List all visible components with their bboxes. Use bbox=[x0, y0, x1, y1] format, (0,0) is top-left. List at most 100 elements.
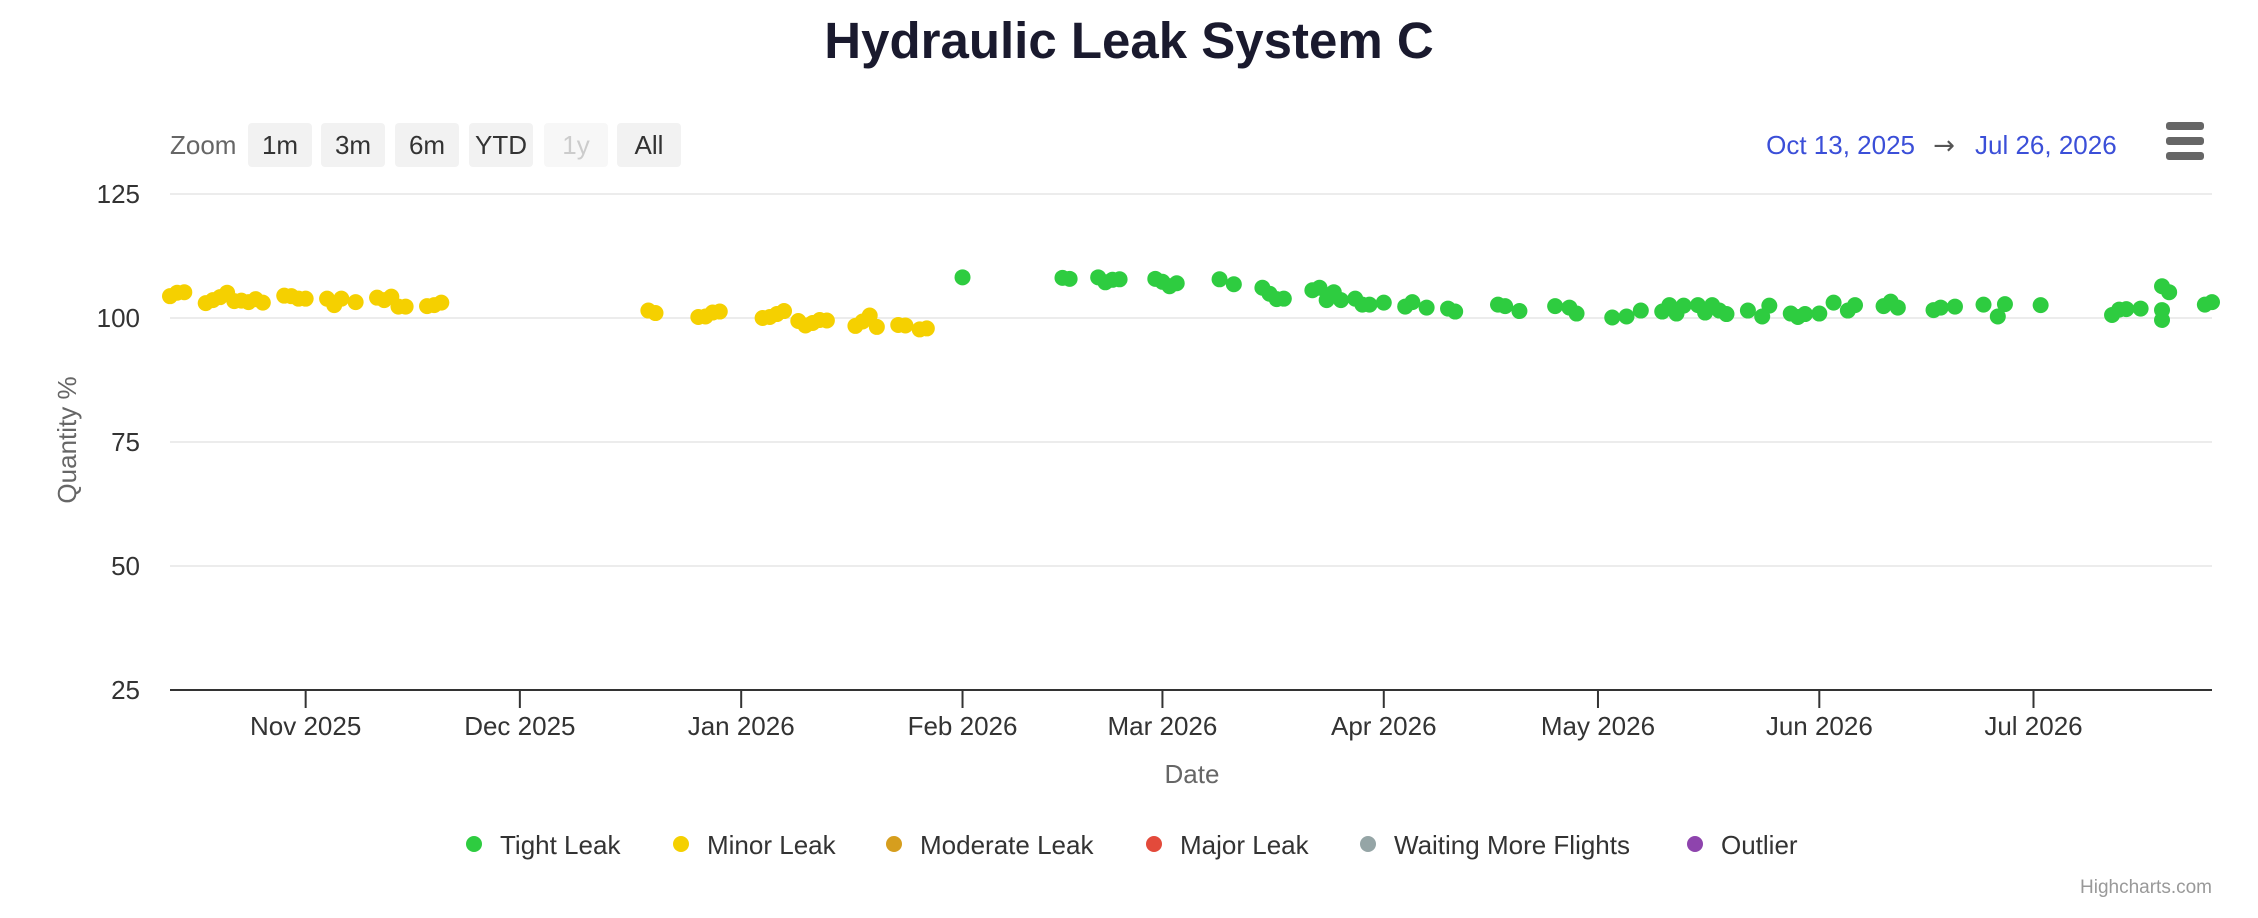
zoom-label: Zoom bbox=[170, 130, 236, 160]
legend-item-tight-leak[interactable]: Tight Leak bbox=[466, 830, 621, 860]
plot-area[interactable] bbox=[162, 269, 2220, 338]
data-point[interactable] bbox=[2154, 311, 2171, 328]
zoom-button-label: YTD bbox=[475, 130, 527, 160]
x-tick-label: Dec 2025 bbox=[464, 711, 575, 741]
data-point[interactable] bbox=[1311, 279, 1328, 296]
data-point[interactable] bbox=[2132, 300, 2149, 317]
data-point[interactable] bbox=[333, 290, 350, 307]
data-point[interactable] bbox=[1811, 305, 1828, 322]
data-point[interactable] bbox=[297, 290, 314, 307]
data-point[interactable] bbox=[2204, 294, 2220, 311]
y-axis: 25 50 75 100 125 bbox=[97, 179, 140, 705]
data-point[interactable] bbox=[1568, 305, 1585, 322]
data-point[interactable] bbox=[1497, 298, 1514, 315]
data-point[interactable] bbox=[433, 294, 450, 311]
legend-symbol bbox=[886, 836, 902, 852]
data-point[interactable] bbox=[347, 294, 364, 311]
x-tick-label: May 2026 bbox=[1541, 711, 1655, 741]
data-point[interactable] bbox=[1632, 302, 1649, 319]
data-point[interactable] bbox=[918, 320, 935, 337]
data-point[interactable] bbox=[176, 284, 193, 301]
data-point[interactable] bbox=[1547, 298, 1564, 315]
data-point[interactable] bbox=[1975, 296, 1992, 313]
zoom-button-ytd[interactable]: YTD bbox=[469, 123, 533, 167]
zoom-button-all[interactable]: All bbox=[617, 123, 681, 167]
data-point[interactable] bbox=[1989, 308, 2006, 325]
data-point[interactable] bbox=[1825, 294, 1842, 311]
data-point[interactable] bbox=[2118, 301, 2135, 318]
data-point[interactable] bbox=[1797, 306, 1814, 323]
data-point[interactable] bbox=[861, 307, 878, 324]
legend-item-moderate-leak[interactable]: Moderate Leak bbox=[886, 830, 1094, 860]
zoom-button-1y: 1y bbox=[544, 123, 608, 167]
data-point[interactable] bbox=[1225, 276, 1242, 293]
hamburger-menu-icon[interactable] bbox=[2158, 114, 2212, 168]
range-from-date[interactable]: Oct 13, 2025 bbox=[1766, 130, 1915, 160]
credits-link[interactable]: Highcharts.com bbox=[2080, 877, 2212, 898]
legend-symbol bbox=[1360, 836, 1376, 852]
data-point[interactable] bbox=[1511, 303, 1528, 320]
data-point[interactable] bbox=[397, 298, 414, 315]
data-point[interactable] bbox=[954, 269, 971, 286]
data-point[interactable] bbox=[2032, 297, 2049, 314]
data-point[interactable] bbox=[1604, 309, 1621, 326]
y-tick-label: 25 bbox=[111, 675, 140, 705]
data-point[interactable] bbox=[1946, 298, 1963, 315]
data-point[interactable] bbox=[1168, 275, 1185, 292]
data-point[interactable] bbox=[1761, 297, 1778, 314]
data-point[interactable] bbox=[1061, 270, 1078, 287]
data-point[interactable] bbox=[1404, 294, 1421, 311]
zoom-button-6m[interactable]: 6m bbox=[395, 123, 459, 167]
data-point[interactable] bbox=[1447, 303, 1464, 320]
x-tick-label: Feb 2026 bbox=[908, 711, 1018, 741]
legend-item-outlier[interactable]: Outlier bbox=[1687, 830, 1798, 860]
legend-symbol bbox=[1687, 836, 1703, 852]
data-point[interactable] bbox=[1889, 299, 1906, 316]
data-point[interactable] bbox=[1375, 294, 1392, 311]
data-point[interactable] bbox=[868, 318, 885, 335]
data-point[interactable] bbox=[1618, 308, 1635, 325]
data-point[interactable] bbox=[1739, 302, 1756, 319]
data-point[interactable] bbox=[776, 303, 793, 320]
series-tight-leak bbox=[954, 269, 2220, 328]
data-point[interactable] bbox=[1275, 290, 1292, 307]
data-point[interactable] bbox=[818, 312, 835, 329]
data-point[interactable] bbox=[1361, 296, 1378, 313]
zoom-button-1m[interactable]: 1m bbox=[248, 123, 312, 167]
data-point[interactable] bbox=[1718, 306, 1735, 323]
legend-item-minor-leak[interactable]: Minor Leak bbox=[673, 830, 837, 860]
zoom-button-label: 6m bbox=[409, 130, 445, 160]
data-point[interactable] bbox=[647, 305, 664, 322]
x-tick-label: Apr 2026 bbox=[1331, 711, 1437, 741]
data-point[interactable] bbox=[1418, 299, 1435, 316]
legend-symbol bbox=[1146, 836, 1162, 852]
x-tick-label: Jan 2026 bbox=[688, 711, 795, 741]
y-tick-label: 75 bbox=[111, 427, 140, 457]
data-point[interactable] bbox=[1996, 296, 2013, 313]
legend-label: Minor Leak bbox=[707, 830, 837, 860]
zoom-button-3m[interactable]: 3m bbox=[321, 123, 385, 167]
data-point[interactable] bbox=[1332, 292, 1349, 309]
data-point[interactable] bbox=[1675, 297, 1692, 314]
data-point[interactable] bbox=[897, 317, 914, 334]
data-point[interactable] bbox=[1211, 271, 1228, 288]
range-to-date[interactable]: Jul 26, 2026 bbox=[1975, 130, 2117, 160]
legend-label: Major Leak bbox=[1180, 830, 1310, 860]
legend-label: Moderate Leak bbox=[920, 830, 1094, 860]
legend-item-major-leak[interactable]: Major Leak bbox=[1146, 830, 1310, 860]
data-point[interactable] bbox=[254, 294, 271, 311]
zoom-button-label: 3m bbox=[335, 130, 371, 160]
series-minor-leak bbox=[162, 284, 935, 338]
y-tick-label: 50 bbox=[111, 551, 140, 581]
y-axis-title: Quantity % bbox=[52, 376, 82, 503]
data-point[interactable] bbox=[2161, 284, 2178, 301]
zoom-button-label: 1y bbox=[562, 130, 589, 160]
data-point[interactable] bbox=[1847, 297, 1864, 314]
range-arrow-icon: → bbox=[1933, 131, 1955, 161]
legend-item-waiting-more-flights[interactable]: Waiting More Flights bbox=[1360, 830, 1630, 860]
data-point[interactable] bbox=[1111, 271, 1128, 288]
zoom-button-label: All bbox=[635, 130, 664, 160]
data-point[interactable] bbox=[711, 303, 728, 320]
x-axis-title: Date bbox=[1165, 759, 1220, 789]
data-point[interactable] bbox=[1932, 299, 1949, 316]
